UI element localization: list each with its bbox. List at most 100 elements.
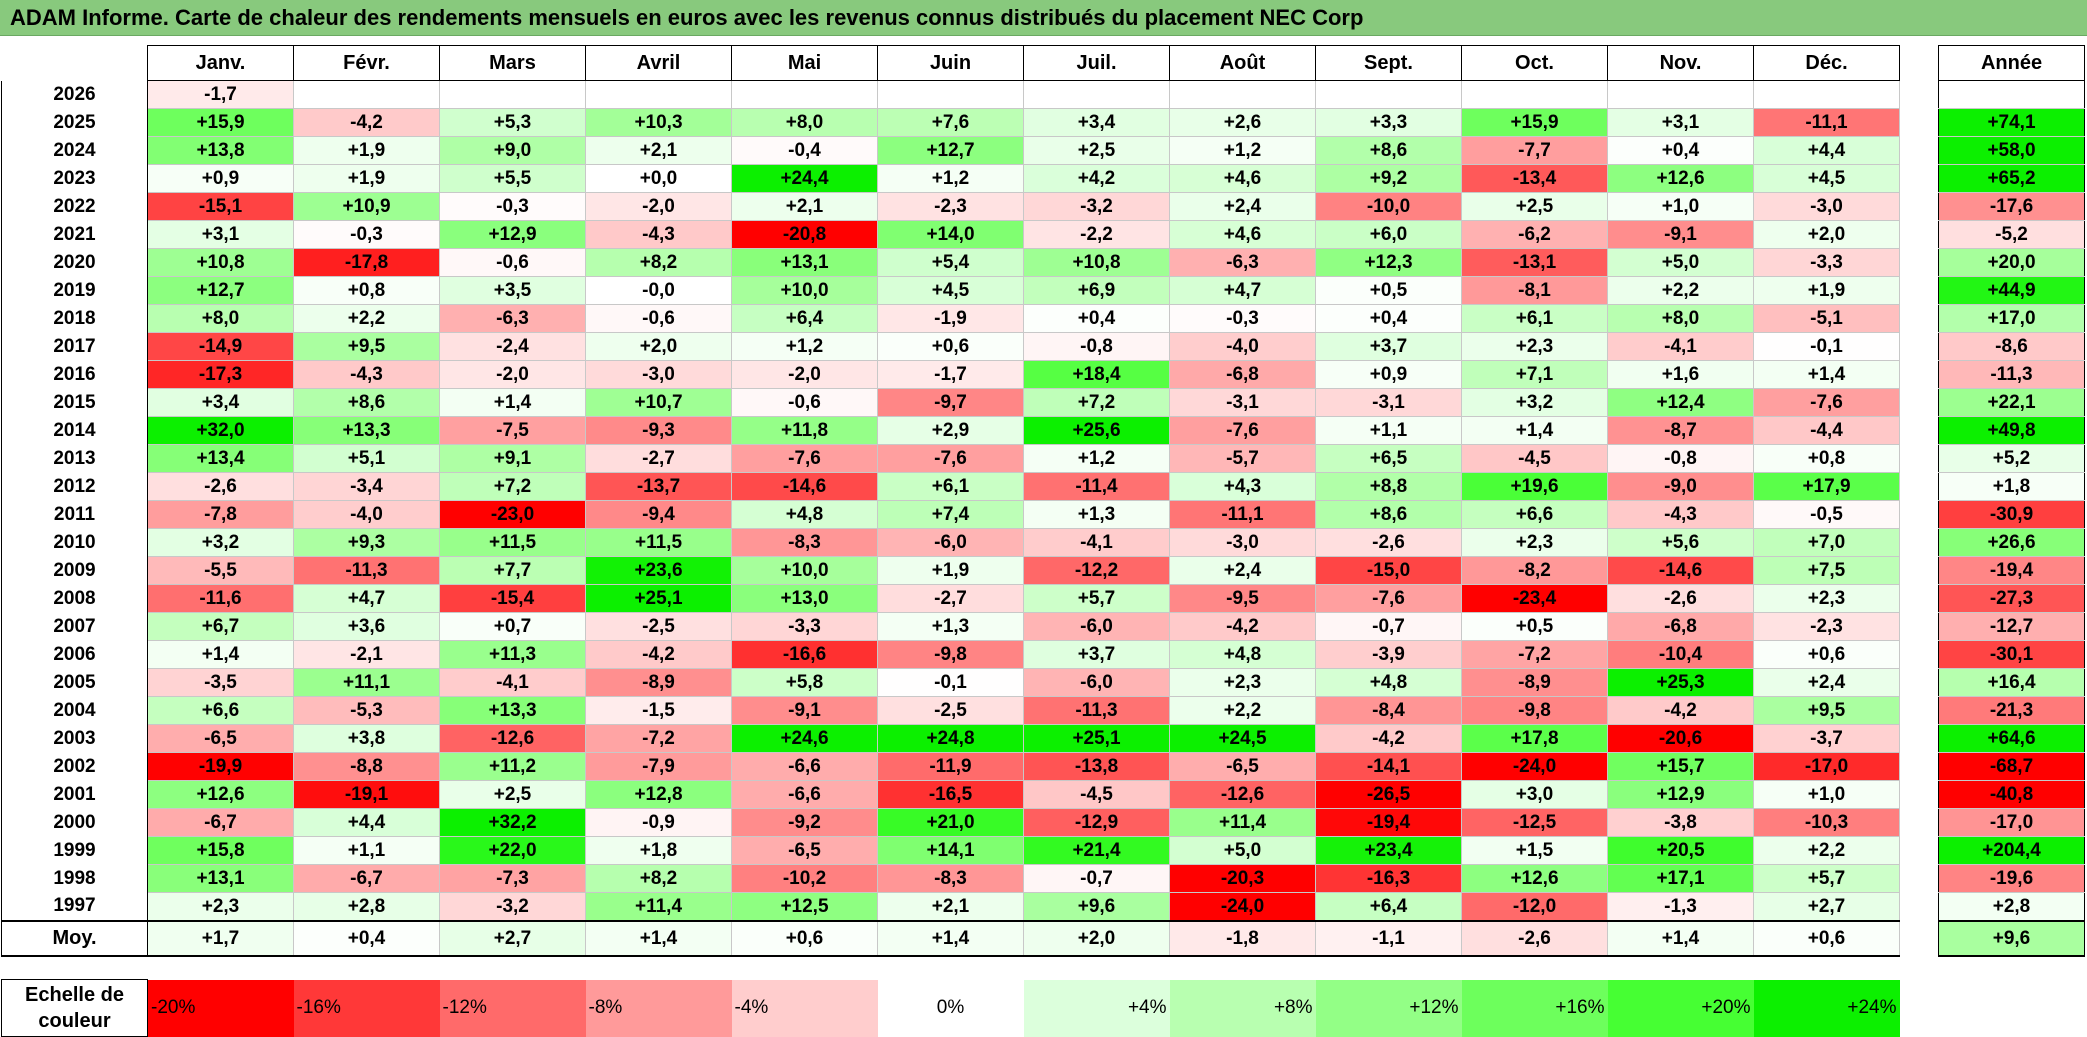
heatmap-cell: -2,7 bbox=[585, 444, 732, 473]
heatmap-cell: +24,4 bbox=[731, 164, 878, 193]
heatmap-cell: +13,3 bbox=[439, 696, 586, 725]
year-label: 2023 bbox=[1, 164, 148, 193]
heatmap-cell: -3,2 bbox=[1023, 192, 1170, 221]
table-row: 2026 -1,7 bbox=[1, 80, 1900, 109]
heatmap-cell: +7,7 bbox=[439, 556, 586, 585]
table-row: 2006 +1,4 -2,1 +11,3 -4,2 -16,6 -9,8 +3,7 +4,8 -3… bbox=[1, 640, 1900, 669]
annual-row: -19,6 bbox=[1938, 864, 2085, 893]
table-row: 2015 +3,4 +8,6 +1,4 +10,7 -0,6 -9,7 +7,2 -3,1 -3,… bbox=[1, 388, 1900, 417]
heatmap-cell: +8,0 bbox=[147, 304, 294, 333]
heatmap-cell: +8,2 bbox=[585, 248, 732, 277]
heatmap-cell: +2,2 bbox=[293, 304, 440, 333]
heatmap-cell: -9,2 bbox=[731, 808, 878, 837]
heatmap-cell: -16,6 bbox=[731, 640, 878, 669]
heatmap-cell: -4,3 bbox=[1607, 500, 1754, 529]
color-scale-legend: Echelle de couleur -20% -16% -12% -8% -4% 0% +4… bbox=[1, 979, 1900, 1037]
table-row: 2024 +13,8 +1,9 +9,0 +2,1 -0,4 +12,7 +2,5 +1,2 +8… bbox=[1, 136, 1900, 165]
year-label: 1997 bbox=[1, 892, 148, 922]
heatmap-cell: -9,4 bbox=[585, 500, 732, 529]
heatmap-cell: -4,2 bbox=[1169, 612, 1316, 641]
heatmap-cell: +4,8 bbox=[731, 500, 878, 529]
heatmap-cell: +2,4 bbox=[1169, 556, 1316, 585]
heatmap-cell: +10,0 bbox=[731, 556, 878, 585]
heatmap-cell: +2,0 bbox=[1753, 220, 1900, 249]
year-label: 2016 bbox=[1, 360, 148, 389]
table-row: 2000 -6,7 +4,4 +32,2 -0,9 -9,2 +21,0 -12,9 +11,4… bbox=[1, 808, 1900, 837]
heatmap-cell: +13,8 bbox=[147, 136, 294, 165]
annual-cell: +5,2 bbox=[1938, 444, 2085, 473]
heatmap-cell: +9,5 bbox=[1753, 696, 1900, 725]
heatmap-cell: +1,6 bbox=[1607, 360, 1754, 389]
table-row: 2023 +0,9 +1,9 +5,5 +0,0 +24,4 +1,2 +4,2 +4,6 +9,… bbox=[1, 164, 1900, 193]
year-label: 2007 bbox=[1, 612, 148, 641]
heatmap-cell: +4,8 bbox=[1169, 640, 1316, 669]
heatmap-cell: +12,6 bbox=[1461, 864, 1608, 893]
annual-row: +2,8 bbox=[1938, 892, 2085, 922]
heatmap-cell: +2,5 bbox=[1461, 192, 1608, 221]
heatmap-cell: -6,7 bbox=[293, 864, 440, 893]
annual-cell: +26,6 bbox=[1938, 528, 2085, 557]
heatmap-cell: -20,3 bbox=[1169, 864, 1316, 893]
heatmap-cell: -0,1 bbox=[877, 668, 1024, 697]
average-label: Moy. bbox=[1, 920, 148, 957]
report-title: ADAM Informe. Carte de chaleur des rende… bbox=[0, 0, 2087, 36]
month-header: Déc. bbox=[1753, 45, 1900, 81]
heatmap-cell: -23,4 bbox=[1461, 584, 1608, 613]
heatmap-cell: -16,5 bbox=[877, 780, 1024, 809]
annual-cell: +204,4 bbox=[1938, 836, 2085, 865]
heatmap-cell: +4,4 bbox=[1753, 136, 1900, 165]
average-cell: -1,8 bbox=[1169, 920, 1316, 957]
heatmap-cell bbox=[1169, 80, 1316, 109]
annual-row: -40,8 bbox=[1938, 780, 2085, 809]
heatmap-cell: -6,0 bbox=[1023, 668, 1170, 697]
heatmap-cell: -15,1 bbox=[147, 192, 294, 221]
heatmap-cell: -10,4 bbox=[1607, 640, 1754, 669]
heatmap-cell: +1,3 bbox=[1023, 500, 1170, 529]
table-row: 2005 -3,5 +11,1 -4,1 -8,9 +5,8 -0,1 -6,0 +2,3 +4,… bbox=[1, 668, 1900, 697]
heatmap-cell: +13,0 bbox=[731, 584, 878, 613]
table-row: 2010 +3,2 +9,3 +11,5 +11,5 -8,3 -6,0 -4,1 -3,0 -2… bbox=[1, 528, 1900, 557]
heatmap-cell: -15,0 bbox=[1315, 556, 1462, 585]
heatmap-cell: -0,8 bbox=[1607, 444, 1754, 473]
heatmap-cell: +4,7 bbox=[293, 584, 440, 613]
annual-row: +20,0 bbox=[1938, 248, 2085, 277]
scale-swatch: -20% bbox=[147, 979, 294, 1037]
scale-swatch: +8% bbox=[1169, 979, 1316, 1037]
heatmap-cell: +3,1 bbox=[147, 220, 294, 249]
heatmap-cell: -9,8 bbox=[877, 640, 1024, 669]
heatmap-cell: +12,7 bbox=[877, 136, 1024, 165]
annual-row: -19,4 bbox=[1938, 556, 2085, 585]
heatmap-cell: -4,5 bbox=[1461, 444, 1608, 473]
heatmap-cell: -0,7 bbox=[1315, 612, 1462, 641]
heatmap-cell: -13,1 bbox=[1461, 248, 1608, 277]
heatmap-cell: +17,9 bbox=[1753, 472, 1900, 501]
annual-cell: -27,3 bbox=[1938, 584, 2085, 613]
heatmap-cell: +4,8 bbox=[1315, 668, 1462, 697]
table-row: 2017 -14,9 +9,5 -2,4 +2,0 +1,2 +0,6 -0,8 -4,0 +3,… bbox=[1, 332, 1900, 361]
heatmap-cell: -10,0 bbox=[1315, 192, 1462, 221]
annual-row: +74,1 bbox=[1938, 108, 2085, 137]
heatmap-cell: +1,9 bbox=[293, 136, 440, 165]
heatmap-cell: +1,1 bbox=[1315, 416, 1462, 445]
heatmap-cell: -13,4 bbox=[1461, 164, 1608, 193]
year-label: 2021 bbox=[1, 220, 148, 249]
heatmap-cell: -6,5 bbox=[1169, 752, 1316, 781]
heatmap-cell: +4,2 bbox=[1023, 164, 1170, 193]
year-label: 2018 bbox=[1, 304, 148, 333]
year-label: 2022 bbox=[1, 192, 148, 221]
heatmap-cell: +8,0 bbox=[1607, 304, 1754, 333]
average-cell: -1,1 bbox=[1315, 920, 1462, 957]
scale-swatch: -12% bbox=[439, 979, 586, 1037]
table-row: 2012 -2,6 -3,4 +7,2 -13,7 -14,6 +6,1 -11,4 +4,3 +… bbox=[1, 472, 1900, 501]
average-cell: +0,4 bbox=[293, 920, 440, 957]
heatmap-cell: -1,7 bbox=[877, 360, 1024, 389]
month-header: Juin bbox=[877, 45, 1024, 81]
heatmap-cell: +9,1 bbox=[439, 444, 586, 473]
heatmap-cell: +4,6 bbox=[1169, 220, 1316, 249]
heatmap-cell: -12,6 bbox=[1169, 780, 1316, 809]
heatmap-cell: +11,8 bbox=[731, 416, 878, 445]
heatmap-cell: +32,2 bbox=[439, 808, 586, 837]
heatmap-cell: +11,3 bbox=[439, 640, 586, 669]
heatmap-cell: -8,9 bbox=[1461, 668, 1608, 697]
heatmap-cell bbox=[877, 80, 1024, 109]
